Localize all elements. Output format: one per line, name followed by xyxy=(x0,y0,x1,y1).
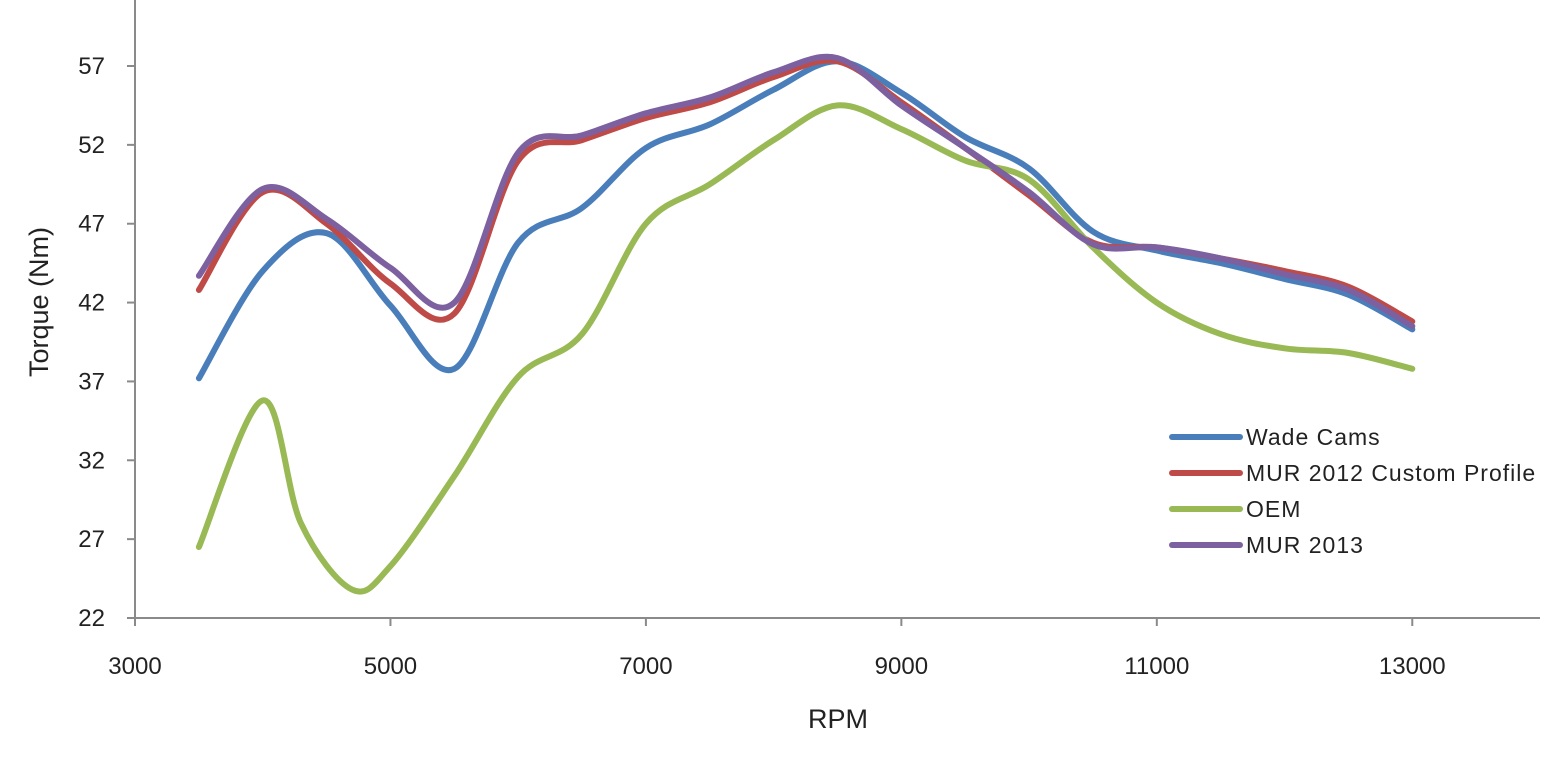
y-tick-label: 52 xyxy=(78,132,105,159)
x-tick-label: 5000 xyxy=(364,653,417,680)
legend-label-oem: OEM xyxy=(1246,496,1301,522)
legend: Wade Cams MUR 2012 Custom Profile OEM MUR 2… xyxy=(1169,424,1536,558)
ticks-layer: 22 27 32 37 42 47 52 57 3000 5000 7000 9000 11000 130… xyxy=(78,53,1445,680)
series-line-mur-2013 xyxy=(195,53,1416,330)
x-axis-title: RPM xyxy=(808,704,868,734)
legend-label-wade-cams: Wade Cams xyxy=(1246,424,1381,450)
x-tick-label: 9000 xyxy=(875,653,928,680)
series-layer xyxy=(195,53,1416,595)
y-tick-label: 27 xyxy=(78,526,105,553)
axes-layer xyxy=(134,0,1540,619)
series-line-oem xyxy=(195,102,1416,595)
y-tick-label: 42 xyxy=(78,290,105,317)
y-tick-label: 32 xyxy=(78,447,105,474)
x-tick-label: 11000 xyxy=(1124,653,1189,680)
x-tick-label: 7000 xyxy=(619,653,672,680)
x-tick-label: 13000 xyxy=(1379,653,1446,680)
y-tick-label: 47 xyxy=(78,211,105,238)
series-line-mur-2012-custom-profile xyxy=(195,57,1416,325)
y-tick-label: 37 xyxy=(78,368,105,395)
x-tick-label: 3000 xyxy=(108,653,161,680)
y-axis-title: Torque (Nm) xyxy=(24,227,54,377)
legend-label-mur-2012-custom-profile: MUR 2012 Custom Profile xyxy=(1246,460,1536,486)
y-tick-label: 22 xyxy=(78,605,105,632)
legend-label-mur-2013: MUR 2013 xyxy=(1246,532,1364,558)
series-line-wade-cams xyxy=(195,58,1416,382)
y-tick-label: 57 xyxy=(78,53,105,80)
